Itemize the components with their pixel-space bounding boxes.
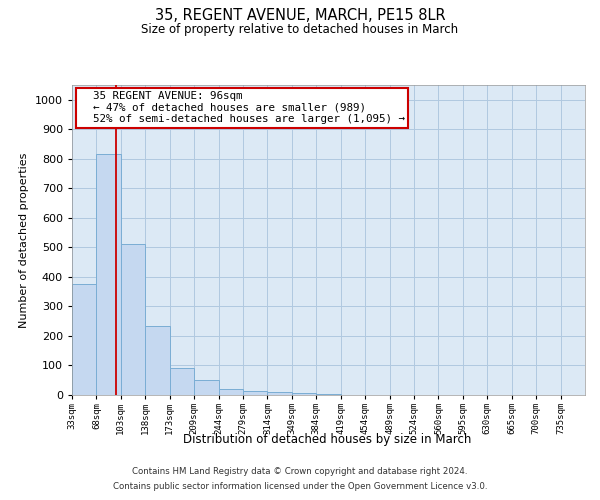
Bar <box>170 368 194 395</box>
Text: Size of property relative to detached houses in March: Size of property relative to detached ho… <box>142 22 458 36</box>
Text: Contains HM Land Registry data © Crown copyright and database right 2024.: Contains HM Land Registry data © Crown c… <box>132 467 468 476</box>
Text: Distribution of detached houses by size in March: Distribution of detached houses by size … <box>183 432 471 446</box>
Text: Contains public sector information licensed under the Open Government Licence v3: Contains public sector information licen… <box>113 482 487 491</box>
Bar <box>316 394 341 395</box>
Bar <box>121 244 145 395</box>
Text: 35, REGENT AVENUE, MARCH, PE15 8LR: 35, REGENT AVENUE, MARCH, PE15 8LR <box>155 8 445 22</box>
Y-axis label: Number of detached properties: Number of detached properties <box>19 152 29 328</box>
Bar <box>97 154 121 395</box>
Bar <box>292 392 316 395</box>
Bar <box>194 380 218 395</box>
Bar <box>218 389 243 395</box>
Bar <box>145 326 170 395</box>
Text: 35 REGENT AVENUE: 96sqm
  ← 47% of detached houses are smaller (989)
  52% of se: 35 REGENT AVENUE: 96sqm ← 47% of detache… <box>80 91 404 124</box>
Bar <box>268 392 292 395</box>
Bar <box>72 284 97 395</box>
Bar <box>243 390 268 395</box>
